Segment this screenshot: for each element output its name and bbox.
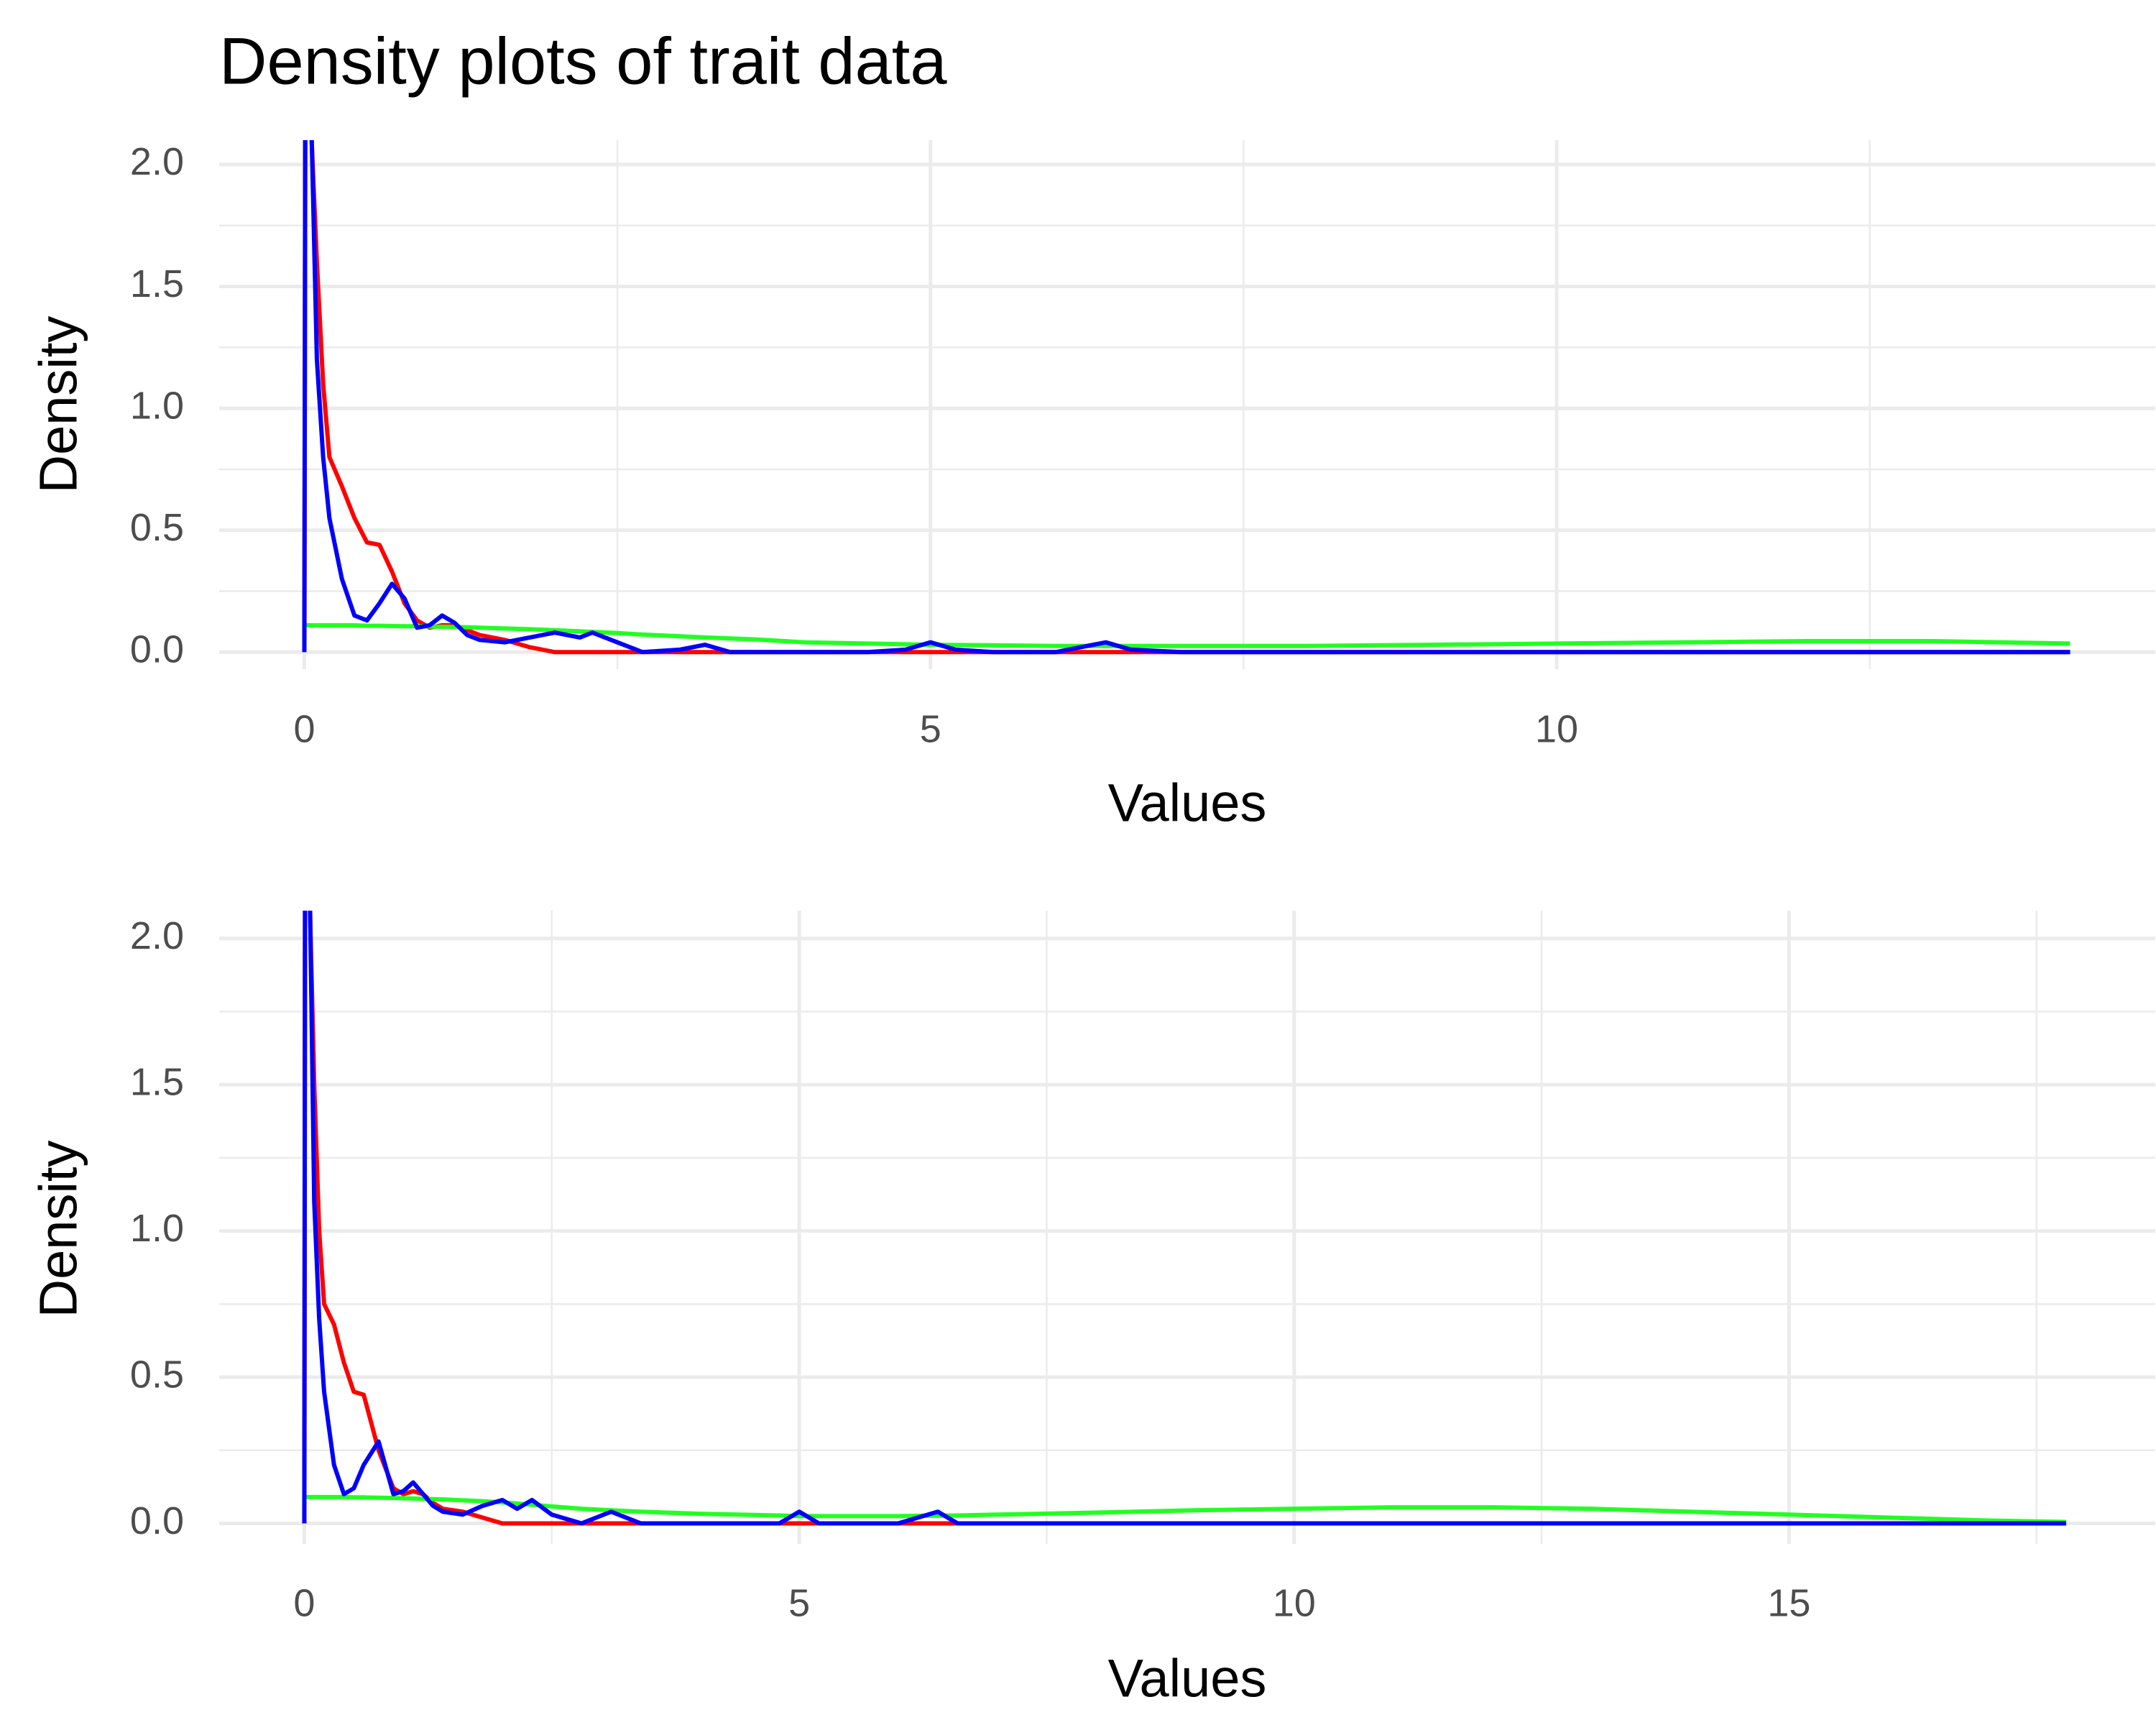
x-tick-label: 0 bbox=[293, 1581, 315, 1624]
density-line bbox=[303, 622, 2070, 648]
chart-title: Density plots of trait data bbox=[219, 24, 947, 98]
x-tick-label: 10 bbox=[1535, 707, 1578, 750]
density-line bbox=[302, 140, 2070, 655]
x-axis-title: Values bbox=[1108, 773, 1267, 833]
plot-area bbox=[302, 140, 2070, 655]
y-tick-label: 0.0 bbox=[130, 628, 184, 671]
density-line bbox=[303, 1494, 2067, 1524]
x-tick-label: 15 bbox=[1767, 1581, 1810, 1624]
x-axis-title: Values bbox=[1108, 1649, 1267, 1708]
y-tick-label: 2.0 bbox=[130, 914, 184, 957]
y-tick-label: 0.0 bbox=[130, 1499, 184, 1542]
y-tick-label: 1.5 bbox=[130, 262, 184, 305]
y-tick-label: 1.0 bbox=[130, 384, 184, 427]
y-tick-label: 1.5 bbox=[130, 1060, 184, 1103]
y-tick-label: 0.5 bbox=[130, 506, 184, 549]
x-tick-label: 5 bbox=[788, 1581, 810, 1624]
x-tick-label: 10 bbox=[1273, 1581, 1316, 1624]
y-tick-label: 2.0 bbox=[130, 140, 184, 183]
y-tick-label: 0.5 bbox=[130, 1353, 184, 1396]
y-tick-label: 1.0 bbox=[130, 1207, 184, 1250]
plot-area bbox=[302, 911, 2067, 1526]
x-tick-label: 0 bbox=[293, 707, 315, 750]
density-line bbox=[302, 911, 2067, 1526]
y-axis-title: Density bbox=[29, 316, 88, 494]
x-tick-label: 5 bbox=[920, 707, 941, 750]
y-axis-title: Density bbox=[29, 1141, 88, 1318]
